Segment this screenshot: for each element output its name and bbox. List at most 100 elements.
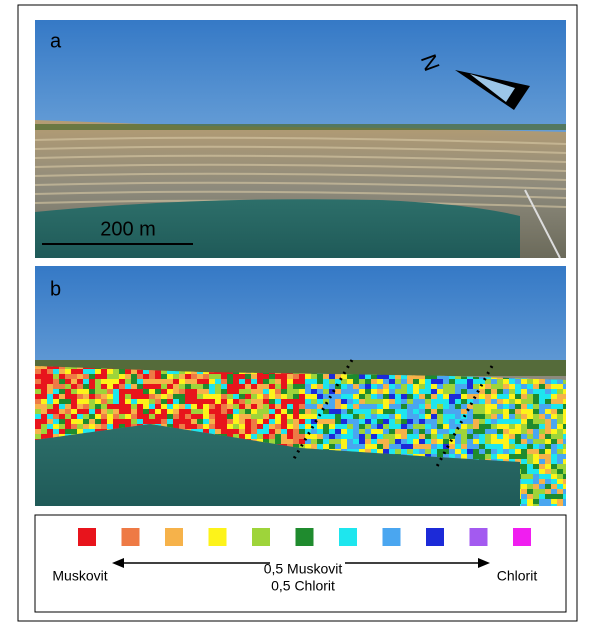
map-patch — [311, 389, 317, 395]
legend-swatch — [339, 528, 357, 546]
map-patch — [557, 404, 563, 409]
scale-label: 200 m — [100, 218, 156, 240]
map-patch — [227, 424, 234, 429]
map-patch — [419, 404, 426, 409]
legend-center-label: 0,5 Chlorit — [271, 578, 335, 594]
legend-swatch — [122, 528, 140, 546]
map-patch — [59, 379, 66, 384]
map-patch — [413, 444, 419, 449]
map-patch — [335, 394, 341, 399]
map-patch — [125, 414, 132, 419]
map-patch — [563, 504, 570, 512]
map-patch — [161, 399, 167, 405]
map-patch — [275, 379, 282, 384]
map-patch — [47, 384, 53, 390]
map-patch — [197, 419, 204, 424]
map-patch — [431, 389, 438, 395]
map-patch — [47, 374, 54, 380]
map-patch — [503, 389, 510, 395]
map-patch — [527, 434, 533, 439]
map-patch — [563, 479, 570, 485]
map-patch — [383, 434, 390, 440]
map-patch — [521, 429, 527, 434]
legend-left-label: Muskovit — [52, 568, 107, 584]
map-patch — [377, 394, 383, 399]
map-patch — [401, 444, 407, 450]
map-patch — [425, 389, 431, 394]
map-patch — [149, 399, 156, 404]
map-patch — [353, 429, 359, 435]
legend-swatch — [513, 528, 531, 546]
map-patch — [563, 454, 570, 459]
map-patch — [311, 379, 317, 384]
map-patch — [551, 439, 557, 444]
map-patch — [77, 394, 84, 399]
map-patch — [65, 394, 71, 399]
map-patch — [407, 449, 413, 454]
map-patch — [329, 379, 336, 385]
legend-swatch — [296, 528, 314, 546]
map-patch — [449, 414, 455, 420]
map-patch — [491, 419, 498, 424]
map-patch — [557, 414, 568, 420]
map-patch — [203, 389, 209, 394]
map-patch — [215, 409, 221, 414]
legend-swatch — [470, 528, 488, 546]
map-patch — [245, 434, 251, 440]
legend-swatch — [252, 528, 270, 546]
map-patch — [269, 429, 276, 434]
legend-swatch — [78, 528, 96, 546]
map-patch — [551, 414, 557, 419]
legend-swatch — [209, 528, 227, 546]
map-patch — [557, 479, 564, 485]
map-patch — [359, 399, 365, 404]
map-patch — [269, 419, 275, 425]
map-patch — [563, 419, 570, 425]
map-patch — [539, 394, 545, 400]
map-patch — [149, 374, 156, 379]
map-patch — [77, 369, 83, 375]
map-patch — [287, 419, 293, 425]
map-patch — [71, 419, 77, 425]
map-patch — [365, 439, 371, 445]
map-patch — [563, 414, 570, 420]
map-patch — [305, 419, 312, 425]
map-patch — [425, 449, 432, 454]
map-patch — [491, 399, 498, 404]
map-patch — [179, 389, 186, 394]
map-patch — [179, 399, 186, 404]
panel-label: a — [50, 30, 62, 52]
map-patch — [299, 379, 306, 385]
map-patch — [563, 464, 572, 469]
map-patch — [53, 424, 59, 429]
map-patch — [431, 424, 437, 429]
map-patch — [53, 394, 60, 400]
map-patch — [107, 399, 113, 405]
map-patch — [497, 449, 503, 454]
map-patch — [521, 424, 528, 429]
map-patch — [335, 399, 342, 405]
map-patch — [539, 464, 546, 469]
legend-swatch — [383, 528, 401, 546]
map-patch — [539, 504, 546, 510]
photo-b — [35, 266, 575, 512]
map-patch — [113, 374, 119, 380]
map-patch — [113, 369, 119, 375]
map-patch — [521, 439, 527, 444]
map-patch — [563, 424, 572, 429]
legend-swatch — [426, 528, 444, 546]
figure: a N 200 m b Muskovit 0,5 Muskovit 0,5 Ch… — [0, 0, 593, 626]
map-patch — [197, 374, 204, 379]
map-patch — [563, 489, 573, 495]
panel-label: b — [50, 278, 61, 300]
map-patch — [437, 414, 443, 419]
legend-right-label: Chlorit — [497, 568, 538, 584]
legend-center-label: 0,5 Muskovit — [264, 561, 343, 577]
map-patch — [455, 439, 461, 445]
map-patch — [563, 499, 571, 505]
legend-swatch — [165, 528, 183, 546]
map-patch — [203, 399, 210, 404]
map-patch — [443, 424, 449, 429]
map-patch — [377, 389, 383, 394]
map-patch — [563, 399, 570, 404]
